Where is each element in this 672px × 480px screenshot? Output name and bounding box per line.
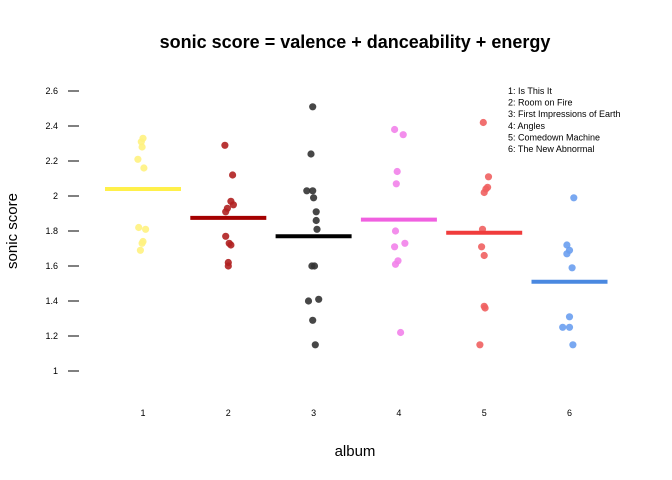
data-point [480,188,488,197]
data-point [570,194,578,202]
data-point [309,187,317,195]
data-point [315,295,323,303]
y-tick-label: 1.4 [45,296,58,306]
series-1 [105,134,181,254]
data-point [391,243,399,251]
y-tick-label: 1 [53,366,58,376]
y-axis: 1 1.2 1.4 1.6 1.8 2 2.2 2.4 2.6 [45,86,79,376]
data-point [478,243,486,251]
data-point [227,241,235,249]
legend-entry: 6: The New Abnormal [508,144,594,154]
series-5 [446,118,523,349]
legend-entry: 2: Room on Fire [508,98,573,108]
data-point [139,134,147,142]
data-point [391,260,400,268]
x-axis: 1 2 3 4 5 6 [140,408,572,418]
x-tick-label: 1 [140,408,145,418]
data-point [140,164,148,172]
chart-title: sonic score = valence + danceability + e… [160,32,551,52]
data-point [307,150,315,158]
data-point [134,155,142,163]
data-point [138,143,146,151]
series-4 [360,125,437,337]
legend-entry: 4: Angles [508,121,546,131]
data-point [393,167,401,176]
data-point [563,250,571,258]
data-point [391,125,399,134]
data-point [311,341,319,349]
series-6 [531,194,608,349]
data-point [310,262,319,270]
data-point [309,316,317,324]
y-tick-label: 2.4 [45,121,58,131]
data-point [304,297,313,305]
data-point [559,323,567,331]
data-point [312,208,320,216]
x-tick-label: 6 [567,408,572,418]
y-tick-label: 2.6 [45,86,58,96]
data-point [313,225,321,233]
y-tick-label: 2.2 [45,156,58,166]
legend-entry: 3: First Impressions of Earth [508,109,621,119]
x-tick-label: 3 [311,408,316,418]
x-tick-label: 2 [226,408,231,418]
data-point [135,223,143,232]
data-point [224,262,232,270]
plot-area [105,103,608,349]
data-point [229,171,237,179]
y-tick-label: 1.6 [45,261,58,271]
data-point [568,264,576,272]
data-point [399,131,407,139]
data-point [565,323,574,331]
y-axis-label: sonic score [4,193,21,269]
data-point [565,313,574,321]
data-point [481,304,489,312]
data-point [312,216,320,225]
series-2 [190,141,267,270]
data-point [480,251,488,260]
data-point [138,239,146,247]
data-point [222,232,230,240]
x-tick-label: 4 [396,408,401,418]
data-point [229,201,237,209]
data-point [391,227,400,235]
data-point [309,103,317,111]
data-point [569,341,577,349]
y-tick-label: 1.2 [45,331,58,341]
y-tick-label: 1.8 [45,226,58,236]
data-point [310,194,318,202]
legend-entry: 1: Is This It [508,86,552,96]
legend-entry: 5: Comedown Machine [508,132,600,142]
data-point [221,141,229,149]
x-tick-label: 5 [482,408,487,418]
data-point [476,341,484,349]
data-point [397,328,405,337]
x-axis-label: album [335,443,376,460]
data-point [222,208,230,216]
data-point [392,180,400,188]
series-3 [275,103,352,349]
data-point [401,239,409,247]
data-point [303,187,311,195]
data-point [136,246,144,254]
data-point [479,118,487,127]
data-point [142,225,150,233]
y-tick-label: 2 [53,191,58,201]
data-point [484,173,493,181]
